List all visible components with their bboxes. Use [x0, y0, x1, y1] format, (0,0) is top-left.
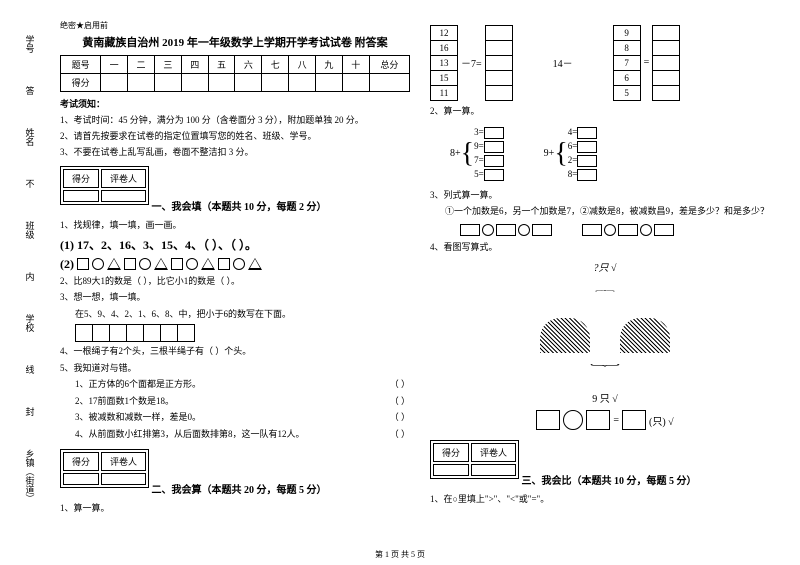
question-5: 5、我知道对与错。 [60, 362, 410, 376]
section-2-title: 二、我会算（本题共 20 分，每题 5 分） [152, 481, 327, 496]
circle-icon [186, 258, 198, 270]
binding-field-town: 乡镇（街道） [24, 449, 37, 503]
circle-icon [92, 258, 104, 270]
triangle-icon [201, 258, 215, 270]
s3-q1: 1、在○里填上">"、"<"或"="。 [430, 493, 780, 507]
binding-field-school: 学校 [24, 314, 37, 332]
question-3: 3、想一想，填一填。 [60, 291, 410, 305]
s2-q4: 4、看图写算式。 [430, 241, 780, 255]
section-score-box: 得分评卷人 [430, 440, 519, 479]
instruction-item: 2、请首先按要求在试卷的指定位置填写您的姓名、班级、学号。 [60, 129, 410, 142]
answer-boxes [75, 324, 410, 342]
instruction-item: 1、考试时间：45 分钟，满分为 100 分（含卷面分 3 分），附加题单独 2… [60, 113, 410, 126]
section-3-title: 三、我会比（本题共 10 分，每题 5 分） [522, 472, 697, 487]
question-4: 4、一根绳子有2个头，三根半绳子有（ ）个头。 [60, 345, 410, 359]
right-column: 12 16 13 15 11 －7= 14－ 9 8 7 6 5 = [420, 20, 790, 519]
square-icon [171, 258, 183, 270]
line-label: 不 [24, 179, 37, 188]
circle-icon [233, 258, 245, 270]
section-score-box: 得分评卷人 [60, 166, 149, 205]
binding-field-name: 姓名 [24, 128, 37, 146]
left-column: 绝密★启用前 黄南藏族自治州 2019 年一年级数学上学期开学考试试卷 附答案 … [50, 20, 420, 519]
square-icon [77, 258, 89, 270]
question-2: 2、比89大1的数是（ ），比它小1的数是（ ）。 [60, 275, 410, 289]
stack-calculation: 12 16 13 15 11 －7= 14－ 9 8 7 6 5 = [430, 25, 780, 100]
instructions-title: 考试须知： [60, 97, 410, 110]
chicken-diagram: ?只 √ ︷ ︸ 9 只 √ [430, 259, 780, 405]
secret-label: 绝密★启用前 [60, 20, 410, 31]
line-label: 线 [24, 365, 37, 374]
circle-icon [139, 258, 151, 270]
brace-calc-2: 9+ { 4= 6= 2= 8= [544, 127, 598, 181]
score-table: 题号 一 二 三 四 五 六 七 八 九 十 总分 得分 [60, 55, 410, 92]
line-label: 内 [24, 272, 37, 281]
line-label: 封 [24, 407, 37, 416]
s2-q3-sub: ①一个加数是6，另一个加数是7，②减数是8，被减数昌9，差是多少？和是多少？ [445, 205, 780, 219]
triangle-icon [154, 258, 168, 270]
page-footer: 第 1 页 共 5 页 [0, 549, 800, 560]
triangle-icon [248, 258, 262, 270]
shape-pattern: (2) [60, 257, 410, 272]
q1-sequence: (1) 17、2、16、3、15、4、（ ）、（ ）。 [60, 236, 410, 254]
equation-row: = (只) √ [430, 410, 780, 430]
square-icon [124, 258, 136, 270]
binding-field-id: 学号 [24, 35, 37, 53]
question-1: 1、找规律，填一填，画一画。 [60, 219, 410, 233]
binding-field-class: 班级 [24, 221, 37, 239]
s2-q1: 1、算一算。 [60, 502, 410, 516]
s2-q3: 3、列式算一算。 [430, 189, 780, 203]
instruction-item: 3、不要在试卷上乱写乱画，卷面不整洁扣 3 分。 [60, 145, 410, 158]
s2-q2: 2、算一算。 [430, 105, 780, 119]
line-label: 答 [24, 86, 37, 95]
binding-edge: 学号 答 姓名 不 班级 内 学校 线 封 乡镇（街道） [10, 20, 50, 519]
section-1-title: 一、我会填（本题共 10 分，每题 2 分） [152, 198, 327, 213]
square-icon [218, 258, 230, 270]
brace-calc-1: 8+ { 3= 9= 7= 5= [450, 127, 504, 181]
exam-title: 黄南藏族自治州 2019 年一年级数学上学期开学考试试卷 附答案 [60, 34, 410, 50]
triangle-icon [107, 258, 121, 270]
section-score-box: 得分评卷人 [60, 449, 149, 488]
question-3-sub: 在5、9、4、2、1、6、8、中，把小于6的数写在下面。 [75, 308, 410, 322]
